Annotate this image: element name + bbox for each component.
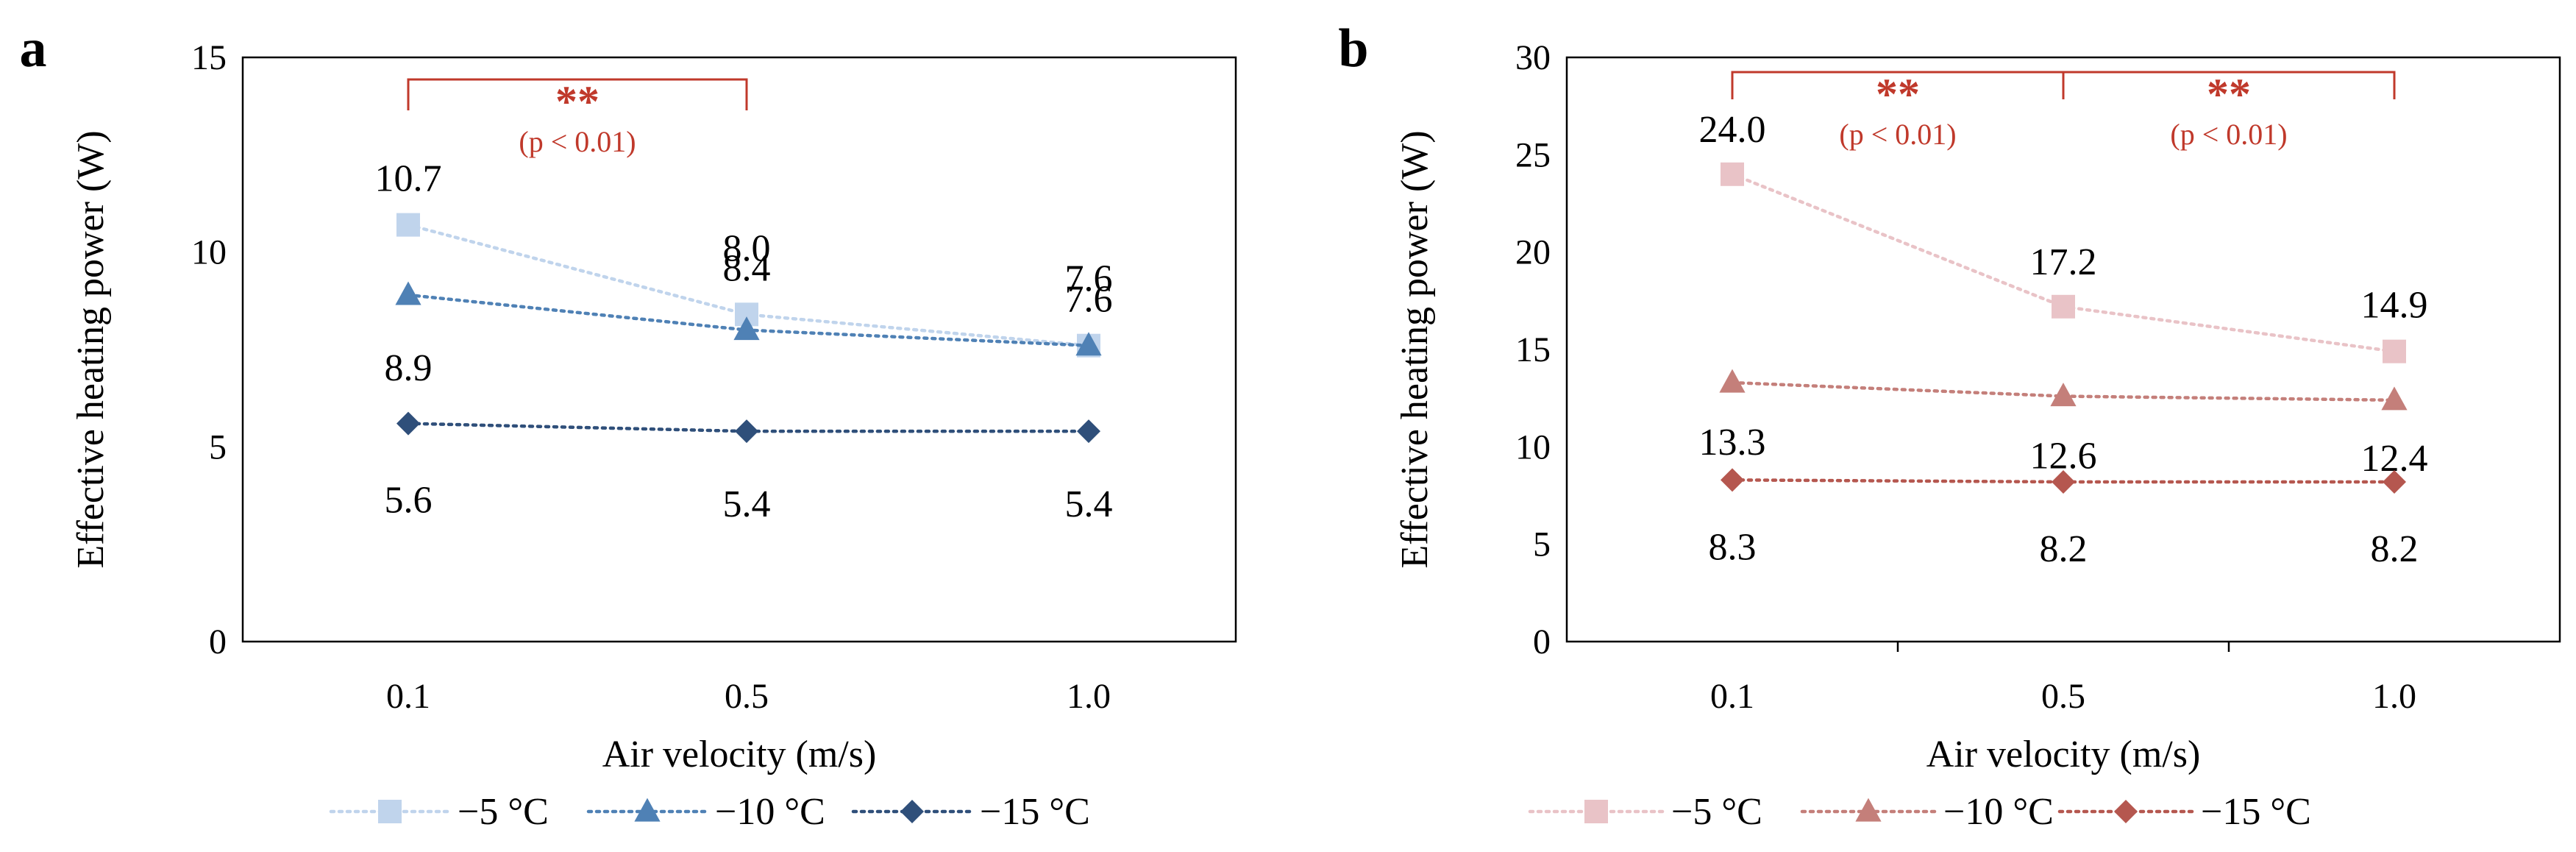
legend-marker-triangle [1855,798,1882,822]
data-point-triangle [395,281,421,305]
y-tick-label: 5 [1533,525,1551,564]
legend-label: −15 °C [980,791,1090,833]
p-value-text: (p < 0.01) [519,125,636,158]
data-point-diamond [396,411,420,436]
data-label: 5.4 [1065,483,1113,525]
x-tick-label: 0.1 [1710,677,1754,716]
series-0: 24.0 17.2 14.9 [1699,109,2428,363]
panel-b: b 0 5 10 15 20 25 30 0.1 0.5 1.0 Air velocity (m/s)… [1338,18,2561,833]
y-tick-label: 15 [191,38,227,77]
data-label: 5.6 [385,480,433,522]
legend-item: −10 °C [586,791,825,833]
panel-label: a [20,18,47,79]
plot-area [241,56,1237,643]
legend-label: −5 °C [458,791,549,833]
legend-item: −5 °C [1528,791,1762,833]
legend-marker-square [1584,800,1608,823]
legend: −5 °C −10 °C −15 °C [329,791,1090,833]
data-point-triangle [1719,369,1746,393]
data-label: 8.3 [1709,526,1757,568]
y-tick-label: 20 [1515,233,1551,272]
y-axis-title: Effective heating power (W) [1394,130,1436,568]
legend-label: −10 °C [715,791,825,833]
legend-item: −10 °C [1800,791,2054,833]
panel-label: b [1338,18,1368,79]
legend-label: −10 °C [1943,791,2054,833]
data-point-diamond [1721,468,1744,492]
x-tick-label: 0.5 [2041,677,2085,716]
data-point-triangle [1075,332,1102,356]
legend-item: −15 °C [2057,791,2311,833]
x-axis-title: Air velocity (m/s) [1926,734,2201,775]
x-tick-label: 0.5 [725,677,769,716]
x-axis-title: Air velocity (m/s) [602,734,877,775]
legend-label: −15 °C [2201,791,2311,833]
significance-bracket: **(p < 0.01) [407,77,748,158]
data-point-triangle [2381,386,2408,411]
y-tick-label: 0 [1533,622,1551,661]
y-tick-label: 10 [1515,427,1551,466]
legend-item: −5 °C [329,791,549,833]
legend-marker-square [378,800,402,823]
y-axis-title: Effective heating power (W) [70,130,112,568]
bracket-line [407,78,748,110]
y-tick-label: 10 [191,233,227,272]
y-tick-label: 0 [209,622,227,661]
data-point-diamond [1077,419,1100,444]
series-1: 8.9 8.0 7.6 [385,228,1113,389]
x-tick-label: 1.0 [2372,677,2416,716]
data-point-triangle [2050,383,2077,407]
series-2: 8.3 8.2 8.2 [1709,468,2419,570]
data-point-diamond [2052,469,2075,494]
legend-marker-diamond [2114,800,2138,823]
legend-label: −5 °C [1671,791,1762,833]
data-point-triangle [733,316,760,341]
series-2: 5.6 5.4 5.4 [385,411,1113,525]
data-point-square [1721,162,1744,186]
legend-item: −15 °C [851,791,1090,833]
data-label: 8.4 [723,247,771,289]
data-point-square [2383,339,2406,363]
significance-stars: ** [1876,70,1920,118]
data-label: 10.7 [375,158,442,200]
data-point-diamond [2383,469,2406,494]
plot-area [1565,56,2561,643]
data-label: 7.6 [1065,279,1113,321]
data-label: 14.9 [2361,285,2428,327]
data-point-diamond [735,419,758,444]
y-tick-label: 25 [1515,135,1551,174]
significance-bracket: **(p < 0.01) [1731,70,2065,151]
data-label: 17.2 [2030,241,2097,283]
data-point-square [396,213,420,237]
series-0: 10.7 8.4 7.6 [375,158,1113,358]
legend-marker-triangle [634,798,661,822]
data-label: 13.3 [1699,422,1766,464]
x-tick-label: 0.1 [386,677,430,716]
significance-stars: ** [2207,70,2251,118]
bracket-line [2062,71,2396,99]
data-label: 8.2 [2371,528,2419,570]
data-label: 7.6 [1065,258,1113,300]
p-value-text: (p < 0.01) [2170,118,2287,151]
legend-marker-diamond [900,800,924,823]
y-tick-label: 15 [1515,330,1551,369]
series-1: 13.3 12.6 12.4 [1699,369,2428,480]
significance-bracket: **(p < 0.01) [2062,70,2396,151]
data-label: 8.9 [385,347,433,389]
panel-a: a 0 5 10 15 0.1 0.5 1.0 Air velocity (m/s) Effect… [20,18,1237,833]
data-label: 8.0 [723,228,771,270]
y-tick-label: 30 [1515,38,1551,77]
legend: −5 °C −10 °C −15 °C [1528,791,2311,833]
data-label: 24.0 [1699,109,1766,151]
data-label: 8.2 [2040,528,2088,570]
significance-stars: ** [555,77,599,126]
y-tick-label: 5 [209,427,227,466]
p-value-text: (p < 0.01) [1839,118,1956,151]
data-point-square [2052,294,2075,319]
x-tick-label: 1.0 [1067,677,1111,716]
data-label: 5.4 [723,483,771,525]
